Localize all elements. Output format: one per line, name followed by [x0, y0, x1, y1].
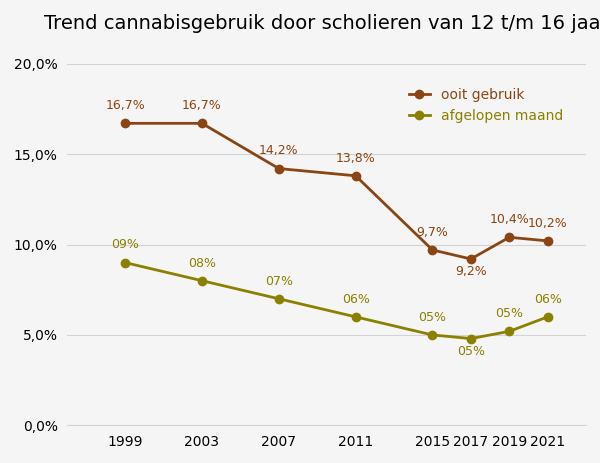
ooit gebruik	[352, 173, 359, 179]
ooit gebruik	[467, 256, 475, 262]
ooit gebruik	[544, 238, 551, 244]
ooit gebruik	[199, 120, 206, 126]
Text: 14,2%: 14,2%	[259, 144, 299, 157]
Text: 16,7%: 16,7%	[105, 99, 145, 112]
Text: 05%: 05%	[418, 311, 446, 324]
afgelopen maand	[275, 296, 283, 301]
afgelopen maand	[544, 314, 551, 319]
ooit gebruik	[506, 234, 513, 240]
Line: afgelopen maand: afgelopen maand	[121, 258, 552, 343]
ooit gebruik	[275, 166, 283, 171]
Text: 06%: 06%	[534, 293, 562, 306]
afgelopen maand	[352, 314, 359, 319]
Text: 13,8%: 13,8%	[336, 152, 376, 165]
Text: 10,4%: 10,4%	[490, 213, 529, 226]
Text: 05%: 05%	[457, 345, 485, 358]
Text: 9,7%: 9,7%	[416, 226, 448, 239]
Text: 10,2%: 10,2%	[528, 217, 568, 230]
Legend: ooit gebruik, afgelopen maand: ooit gebruik, afgelopen maand	[403, 83, 569, 129]
Text: 08%: 08%	[188, 257, 216, 269]
afgelopen maand	[467, 336, 475, 341]
afgelopen maand	[506, 329, 513, 334]
ooit gebruik	[122, 120, 129, 126]
afgelopen maand	[429, 332, 436, 338]
ooit gebruik	[429, 247, 436, 253]
Text: 06%: 06%	[341, 293, 370, 306]
Title: Trend cannabisgebruik door scholieren van 12 t/m 16 jaar: Trend cannabisgebruik door scholieren va…	[44, 14, 600, 33]
afgelopen maand	[199, 278, 206, 283]
Text: 05%: 05%	[495, 307, 523, 320]
Text: 09%: 09%	[111, 238, 139, 251]
Text: 16,7%: 16,7%	[182, 99, 222, 112]
Line: ooit gebruik: ooit gebruik	[121, 119, 552, 263]
Text: 9,2%: 9,2%	[455, 265, 487, 278]
Text: 07%: 07%	[265, 275, 293, 288]
afgelopen maand	[122, 260, 129, 265]
